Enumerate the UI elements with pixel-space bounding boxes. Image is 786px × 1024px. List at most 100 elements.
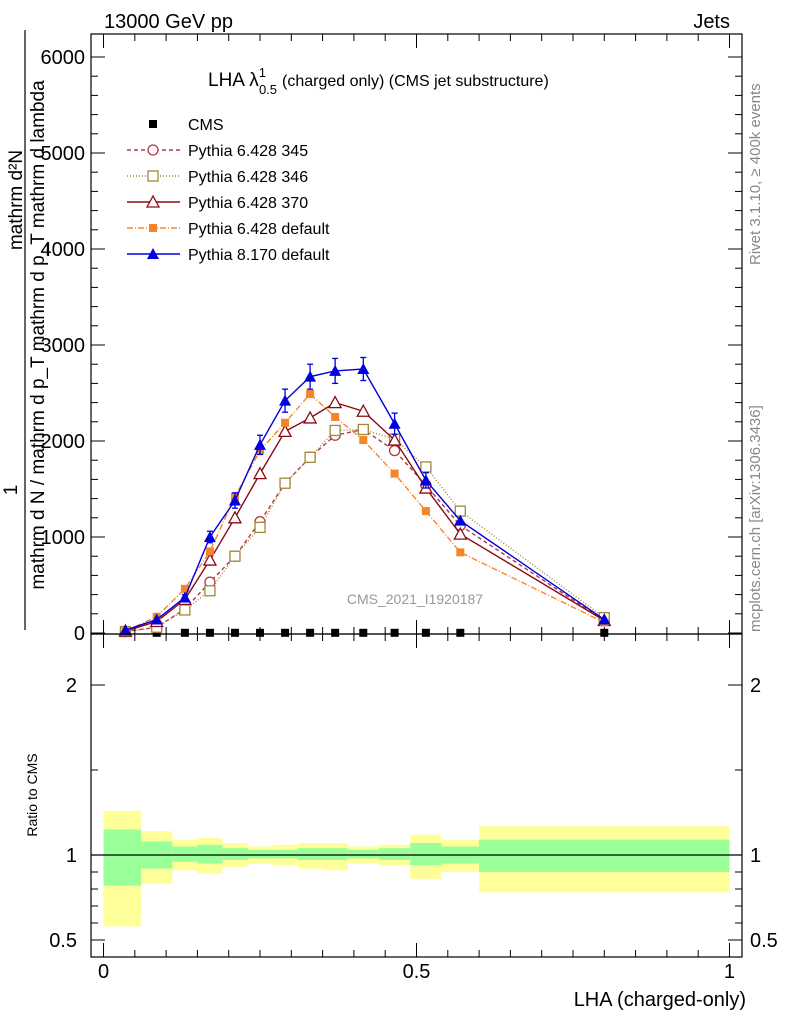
point-4-6 (281, 418, 290, 427)
ratio-band-inner-10 (378, 848, 411, 861)
legend-marker-5 (147, 248, 159, 259)
point-5-3 (203, 531, 216, 542)
point-5-8 (329, 364, 342, 376)
legend-label-0: CMS (188, 117, 224, 134)
point-3-9 (356, 403, 371, 417)
ratio-ytick-label-left-2: 2 (66, 675, 77, 697)
point-1-10 (388, 444, 401, 457)
legend-entry-3: Pythia 6.428 370 (127, 194, 308, 212)
point-2-9 (357, 423, 369, 436)
point-5-10 (388, 417, 401, 429)
mcplots-label: mcplots.cern.ch [arXiv:1306.3436] (747, 405, 764, 632)
main-title-text: LHA λ1 0.5 (charged only) (CMS jet substru… (208, 65, 549, 97)
ratio-band-inner-6 (272, 849, 298, 859)
legend-entry-4: Pythia 6.428 default (127, 221, 330, 238)
main-panel: 0 1000 2000 3000 4000 5000 6000 (41, 33, 743, 645)
main-ytick-label-3: 3000 (41, 335, 86, 357)
legend-marker-3 (145, 194, 161, 208)
point-5-7 (304, 370, 317, 382)
main-ytick-label-2: 2000 (41, 431, 86, 453)
ratio-xtick-label-1: 0.5 (403, 961, 431, 983)
main-ylabel: 1 mathrm d²N mathrm d N / mathrm d p_T m… (1, 30, 49, 630)
point-3-5 (252, 466, 268, 480)
ratio-xtick-label-0: 0 (98, 961, 109, 983)
point-5-13 (598, 613, 611, 625)
point-2-11 (420, 461, 432, 473)
point-0-12 (456, 628, 465, 637)
ratio-band-inner-2 (172, 846, 198, 862)
point-5-6 (279, 394, 292, 406)
main-title-sup: 1 (259, 65, 266, 80)
legend-label-2: Pythia 6.428 346 (188, 169, 308, 186)
main-title-sub: 0.5 (259, 82, 277, 97)
point-5-1 (150, 613, 163, 625)
point-0-10 (390, 628, 399, 637)
point-2-7 (304, 451, 316, 463)
legend-marker-4 (149, 224, 157, 232)
point-2-3 (204, 585, 216, 597)
rivet-label: Rivet 3.1.10, ≥ 400k events (747, 83, 764, 265)
ratio-ytick-label-right-1: 1 (750, 845, 761, 867)
ylabel-one: 1 (1, 485, 22, 496)
point-3-4 (227, 510, 243, 524)
point-5-2 (178, 591, 191, 603)
legend-label-3: Pythia 6.428 370 (188, 195, 308, 212)
point-0-4 (230, 628, 239, 637)
analysis-watermark: CMS_2021_I1920187 (347, 591, 483, 607)
point-4-7 (306, 389, 315, 398)
main-ytick-label-0: 0 (74, 623, 85, 645)
legend-marker-2 (147, 170, 159, 182)
ratio-ytick-label-right-0: 0.5 (750, 930, 778, 952)
point-3-3 (202, 552, 218, 566)
ratio-band-inner-13 (479, 839, 730, 872)
ratio-band-inner-5 (247, 849, 273, 859)
point-0-2 (180, 628, 189, 637)
point-3-8 (328, 395, 343, 409)
main-title-lha: LHA λ (208, 70, 259, 91)
legend-label-5: Pythia 8.170 default (188, 247, 330, 264)
legend: CMS Pythia 6.428 345 Pythia 6.428 346 Pythi… (127, 117, 330, 264)
ratio-band-inner-11 (410, 843, 442, 866)
series-line-3 (125, 401, 605, 632)
point-2-4 (229, 550, 241, 562)
ylabel-denominator: mathrm d N / mathrm d p_T mathrm d p_T m… (28, 80, 49, 590)
point-3-6 (277, 424, 293, 438)
ratio-ytick-label-left-1: 1 (66, 845, 77, 867)
point-2-8 (329, 424, 341, 437)
series-5 (119, 356, 611, 636)
point-3-7 (302, 410, 318, 424)
point-5-11 (419, 474, 432, 486)
point-3-10 (387, 432, 402, 446)
header-right: Jets (693, 11, 730, 33)
legend-label-4: Pythia 6.428 default (188, 221, 330, 238)
ratio-band-inner-7 (297, 848, 323, 861)
main-ytick-label-6: 6000 (41, 47, 86, 69)
ratio-panel: 0 0.5 1 0.5 0.5 1 1 2 2 (49, 633, 778, 983)
legend-entry-2: Pythia 6.428 346 (127, 169, 308, 186)
point-0-3 (205, 628, 214, 637)
main-title: LHA λ1 0.5 (charged only) (CMS jet substru… (208, 65, 549, 97)
point-5-9 (357, 363, 370, 374)
point-5-12 (454, 514, 467, 526)
ratio-band-inner-9 (347, 849, 379, 859)
point-4-10 (390, 469, 399, 478)
main-ytick-label-1: 1000 (41, 527, 86, 549)
ratio-band-inner-4 (222, 848, 248, 861)
main-ytick-label-4: 4000 (41, 239, 86, 261)
point-4-12 (456, 548, 465, 557)
point-2-6 (279, 477, 291, 489)
point-4-11 (421, 507, 430, 516)
point-0-9 (359, 628, 368, 637)
series-line-5 (125, 368, 605, 631)
point-5-0 (119, 624, 132, 636)
point-2-2 (179, 604, 191, 616)
ratio-xtick-label-2: 1 (724, 961, 735, 983)
point-3-12 (453, 526, 468, 540)
legend-entry-5: Pythia 8.170 default (127, 247, 330, 264)
point-2-12 (454, 505, 466, 517)
legend-entry-0: CMS (149, 117, 224, 134)
point-4-8 (331, 413, 340, 421)
legend-marker-1 (147, 144, 159, 156)
ratio-frame (90, 633, 743, 958)
